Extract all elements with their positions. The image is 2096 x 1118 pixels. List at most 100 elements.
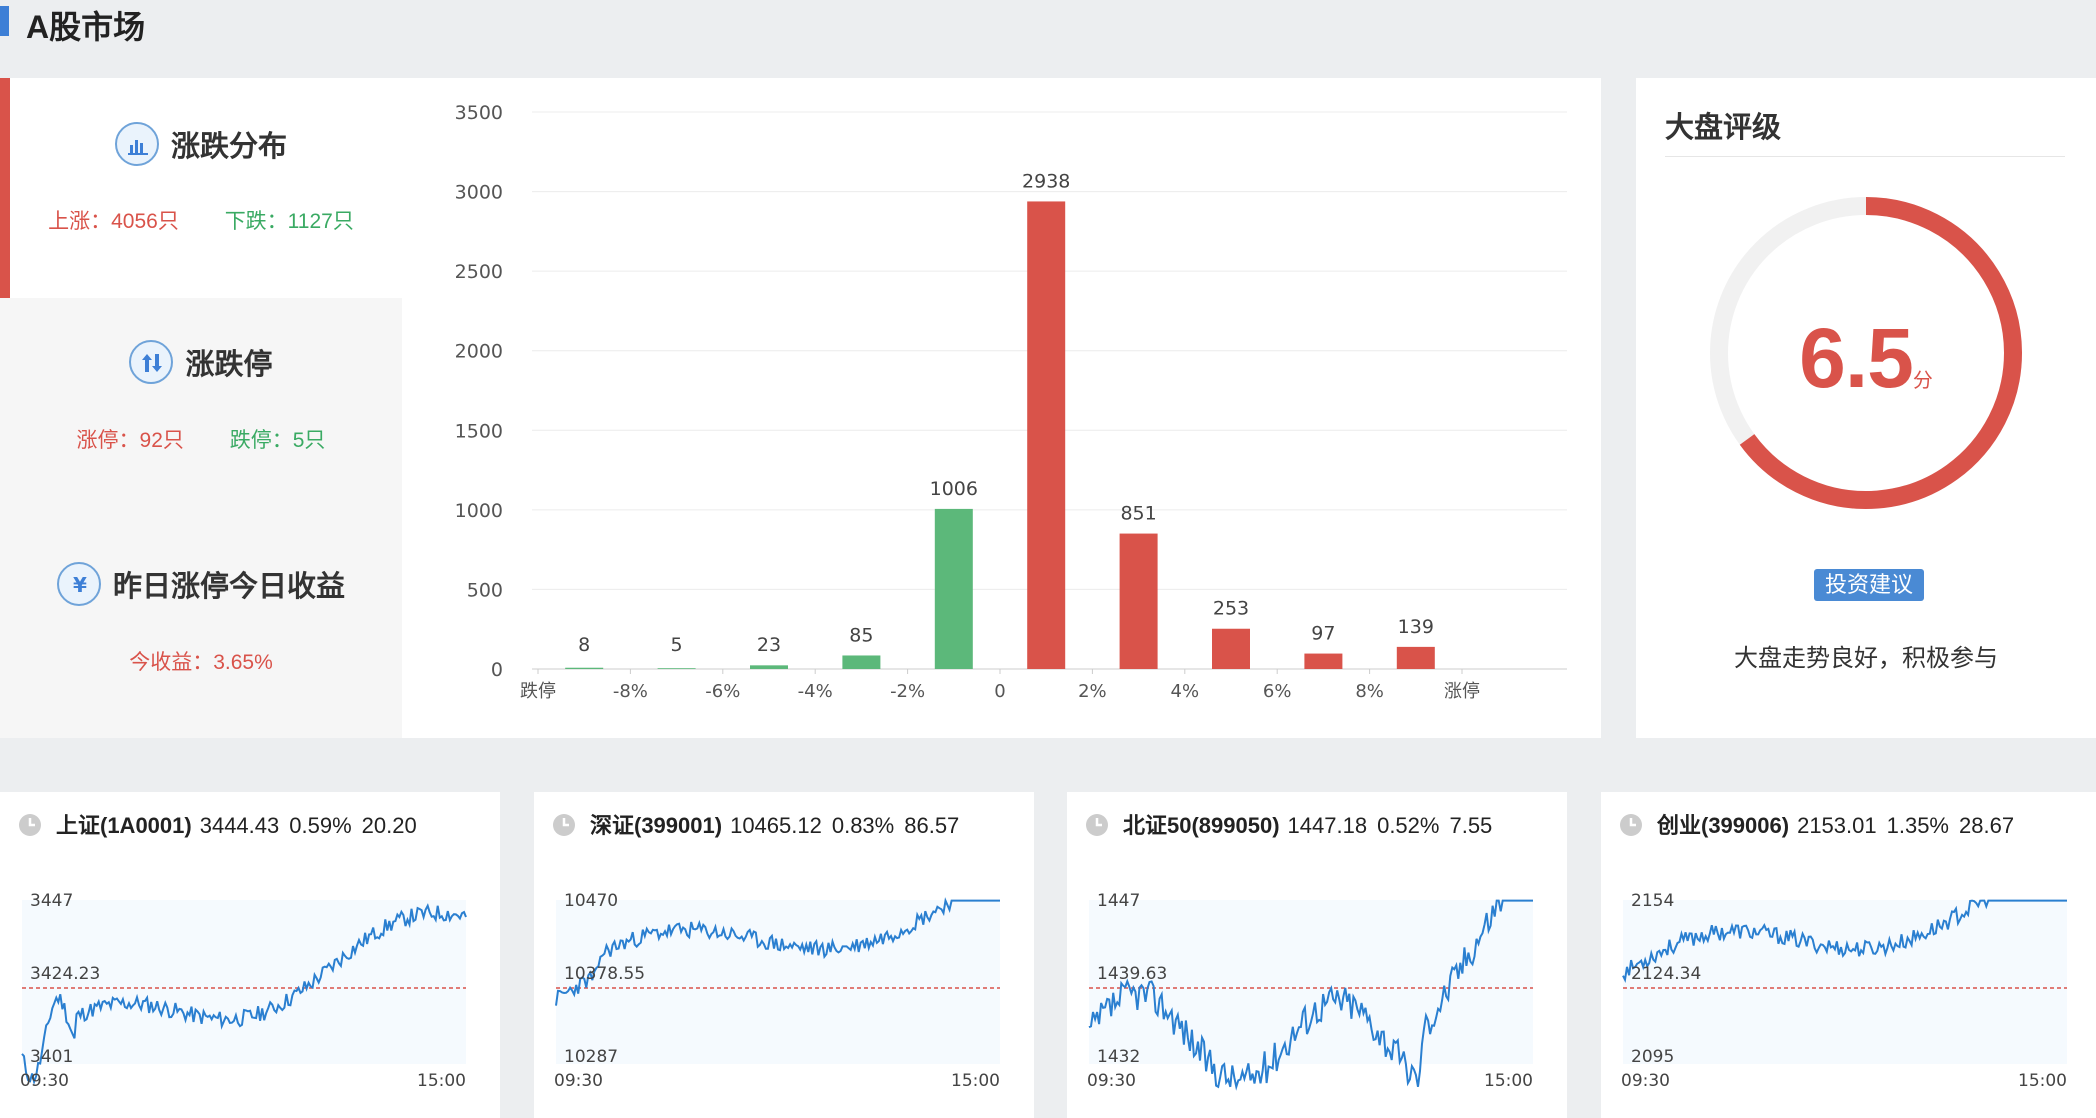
y-tick-label: 500 bbox=[467, 579, 503, 601]
bar-value-label: 253 bbox=[1213, 598, 1249, 620]
index-pct: 0.59% bbox=[289, 813, 352, 838]
y-tick-label: 3500 bbox=[455, 102, 503, 124]
index-name: 深证(399001) bbox=[590, 813, 723, 838]
side-tab-label: 涨跌分布 bbox=[170, 131, 287, 163]
rating-score-unit: 分 bbox=[1912, 370, 1933, 392]
bar-value-label: 139 bbox=[1398, 616, 1434, 638]
down-count: 下跌：1127只 bbox=[224, 210, 354, 233]
page-title: A股市场 bbox=[26, 9, 146, 45]
market-rating-card: 大盘评级 6.5分 投资建议 大盘走势良好，积极参与 bbox=[1636, 78, 2096, 738]
bar[interactable] bbox=[1212, 628, 1250, 669]
time-end-label: 15:00 bbox=[1484, 1071, 1533, 1091]
x-tick-label: 跌停 bbox=[520, 681, 556, 702]
y-high-label: 3447 bbox=[30, 891, 73, 911]
side-tab-distribution[interactable]: 涨跌分布 上涨：4056只 下跌：1127只 bbox=[0, 78, 402, 298]
index-price: 1447.18 bbox=[1287, 813, 1368, 838]
index-sparkline: 10470 10378.55 10287 09:30 15:00 bbox=[554, 891, 1000, 1091]
side-tab-label: 昨日涨停今日收益 bbox=[112, 571, 345, 603]
side-tab-title: 涨跌分布 bbox=[0, 122, 402, 166]
index-change: 86.57 bbox=[904, 813, 960, 838]
rating-score-value: 6.5 bbox=[1799, 311, 1914, 405]
index-name: 创业(399006) bbox=[1657, 813, 1790, 838]
index-pct: 0.52% bbox=[1377, 813, 1440, 838]
svg-text:¥: ¥ bbox=[73, 573, 87, 597]
y-tick-label: 0 bbox=[491, 659, 503, 681]
bar[interactable] bbox=[750, 665, 788, 669]
x-tick-label: 0 bbox=[994, 681, 1005, 702]
index-card-cyb[interactable]: 2154 2124.34 2095 09:30 15:00 创业(399006) 2153… bbox=[1601, 792, 2096, 1118]
x-tick-label: 涨停 bbox=[1444, 681, 1480, 702]
up-down-arrows-icon bbox=[129, 340, 174, 384]
index-change: 28.67 bbox=[1959, 813, 2015, 838]
rating-score: 6.5分 bbox=[1636, 310, 2096, 407]
x-tick-label: 4% bbox=[1171, 681, 1200, 702]
index-card-sz[interactable]: 10470 10378.55 10287 09:30 15:00 深证(399001) 1… bbox=[534, 792, 1034, 1118]
bar-value-label: 1006 bbox=[930, 478, 978, 500]
distribution-card: 涨跌分布 上涨：4056只 下跌：1127只 涨跌停 涨停：92只 跌停：5只 … bbox=[0, 78, 1601, 738]
time-end-label: 15:00 bbox=[417, 1071, 466, 1091]
investment-advice-button[interactable]: 投资建议 bbox=[1814, 569, 1924, 601]
index-sparkline: 2154 2124.34 2095 09:30 15:00 bbox=[1621, 891, 2067, 1091]
rating-divider bbox=[1665, 156, 2065, 157]
price-line bbox=[21, 903, 467, 1086]
y-low-label: 3401 bbox=[30, 1047, 73, 1067]
active-tab-indicator bbox=[0, 78, 10, 298]
distribution-side-panel: 涨跌分布 上涨：4056只 下跌：1127只 涨跌停 涨停：92只 跌停：5只 … bbox=[0, 78, 402, 738]
bar-value-label: 85 bbox=[849, 624, 873, 646]
bar[interactable] bbox=[934, 508, 973, 669]
bar[interactable] bbox=[1027, 201, 1066, 669]
bar[interactable] bbox=[1119, 533, 1158, 669]
index-card-sh[interactable]: 3447 3424.23 3401 09:30 15:00 上证(1A0001) 3444… bbox=[0, 792, 500, 1118]
time-end-label: 15:00 bbox=[951, 1071, 1000, 1091]
clock-icon bbox=[1620, 814, 1642, 836]
bar-value-label: 5 bbox=[671, 634, 683, 656]
index-name: 北证50(899050) bbox=[1123, 813, 1280, 838]
price-line bbox=[555, 897, 1000, 1006]
bar-value-label: 851 bbox=[1120, 503, 1156, 525]
index-pct: 1.35% bbox=[1886, 813, 1949, 838]
index-price: 2153.01 bbox=[1797, 813, 1877, 838]
y-tick-label: 2500 bbox=[455, 261, 503, 283]
index-change: 20.20 bbox=[361, 813, 417, 838]
y-tick-label: 1000 bbox=[455, 500, 503, 522]
side-tab-limit[interactable]: 涨跌停 涨停：92只 跌停：5只 bbox=[0, 298, 402, 518]
index-header: 北证50(899050) 1447.18 0.52% 7.55 bbox=[1085, 808, 1502, 840]
bar[interactable] bbox=[1304, 653, 1343, 669]
investment-advice-text: 大盘走势良好，积极参与 bbox=[1734, 645, 1998, 672]
index-header: 深证(399001) 10465.12 0.83% 86.57 bbox=[552, 808, 969, 840]
title-accent-bar bbox=[0, 6, 9, 36]
bar[interactable] bbox=[1396, 646, 1435, 669]
x-tick-label: -4% bbox=[798, 681, 833, 702]
rating-gauge bbox=[1710, 197, 2022, 509]
side-tab-stats: 涨停：92只 跌停：5只 bbox=[0, 424, 402, 454]
bar-value-label: 8 bbox=[578, 634, 590, 656]
bar[interactable] bbox=[565, 667, 604, 669]
y-mid-label: 2124.34 bbox=[1631, 964, 1701, 984]
bar[interactable] bbox=[842, 655, 881, 669]
x-tick-label: 8% bbox=[1355, 681, 1384, 702]
index-card-bj50[interactable]: 1447 1439.63 1432 09:30 15:00 北证50(899050) 14… bbox=[1067, 792, 1567, 1118]
gauge-progress-arc bbox=[1739, 197, 2022, 509]
up-count: 上涨：4056只 bbox=[48, 210, 179, 233]
side-tab-title: ¥ 昨日涨停今日收益 bbox=[0, 562, 402, 606]
sparkline-area bbox=[556, 900, 1000, 1064]
bar-value-label: 97 bbox=[1311, 623, 1335, 645]
sparkline-area bbox=[1089, 900, 1533, 1064]
price-line bbox=[1088, 899, 1533, 1091]
clock-icon bbox=[19, 814, 41, 836]
x-tick-label: 6% bbox=[1263, 681, 1292, 702]
bar-value-label: 23 bbox=[757, 634, 781, 656]
sparkline-area bbox=[1623, 900, 2067, 1064]
limit-down-count: 跌停：5只 bbox=[229, 429, 326, 452]
bar[interactable] bbox=[657, 668, 696, 669]
price-line bbox=[1622, 899, 2067, 983]
y-mid-label: 1439.63 bbox=[1097, 964, 1167, 984]
index-header: 上证(1A0001) 3444.43 0.59% 20.20 bbox=[18, 808, 427, 840]
y-mid-label: 10378.55 bbox=[564, 964, 645, 984]
y-high-label: 1447 bbox=[1097, 891, 1140, 911]
side-tab-yesterday-limit[interactable]: ¥ 昨日涨停今日收益 今收益：3.65% bbox=[0, 518, 402, 738]
y-low-label: 10287 bbox=[564, 1047, 618, 1067]
y-mid-label: 3424.23 bbox=[30, 964, 100, 984]
time-start-label: 09:30 bbox=[1087, 1071, 1136, 1091]
y-tick-label: 2000 bbox=[455, 341, 503, 363]
